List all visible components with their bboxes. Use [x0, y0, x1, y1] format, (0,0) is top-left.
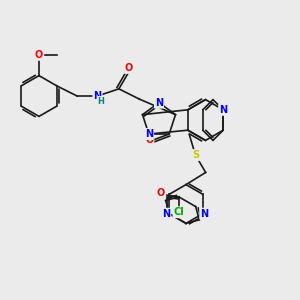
Text: Cl: Cl: [173, 207, 184, 217]
Text: N: N: [200, 209, 208, 219]
Text: O: O: [35, 50, 43, 60]
Text: H: H: [98, 97, 104, 106]
Text: O: O: [145, 135, 153, 145]
Text: S: S: [192, 150, 199, 160]
Text: O: O: [157, 188, 165, 198]
Text: N: N: [219, 105, 227, 115]
Text: O: O: [125, 63, 133, 73]
Text: N: N: [155, 98, 163, 108]
Text: N: N: [145, 129, 153, 139]
Text: N: N: [162, 209, 170, 219]
Text: N: N: [93, 91, 101, 101]
